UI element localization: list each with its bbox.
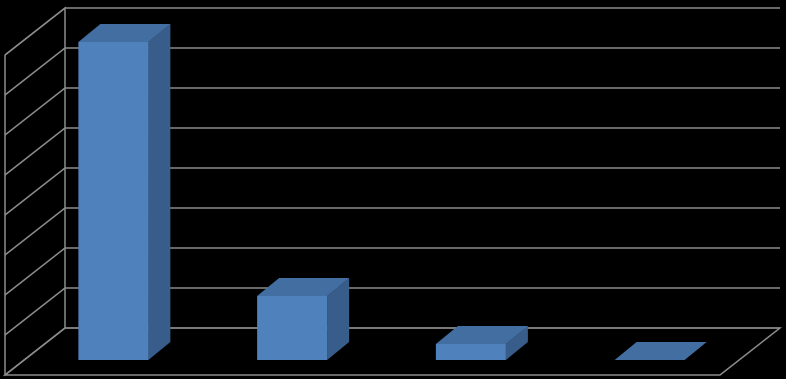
bar-top xyxy=(257,278,350,296)
bar xyxy=(257,278,350,360)
bar-front xyxy=(435,344,506,360)
grid-line xyxy=(4,287,780,336)
grid-line xyxy=(4,7,780,56)
bar xyxy=(78,24,171,360)
bar-side xyxy=(148,24,171,360)
bar-top xyxy=(435,326,528,344)
bar xyxy=(435,326,528,360)
bar xyxy=(614,342,707,360)
grid-line xyxy=(4,247,780,296)
grid-line xyxy=(4,127,780,176)
bar-side xyxy=(327,278,350,360)
bar-front xyxy=(257,296,328,360)
grid-line xyxy=(4,167,780,216)
bar-front xyxy=(78,42,149,360)
bar-top xyxy=(614,342,707,360)
bar-side xyxy=(505,326,528,360)
grid-line xyxy=(4,47,780,96)
grid-line xyxy=(4,207,780,256)
grid-line xyxy=(4,87,780,136)
bar-top xyxy=(78,24,171,42)
grid-line xyxy=(4,327,780,376)
